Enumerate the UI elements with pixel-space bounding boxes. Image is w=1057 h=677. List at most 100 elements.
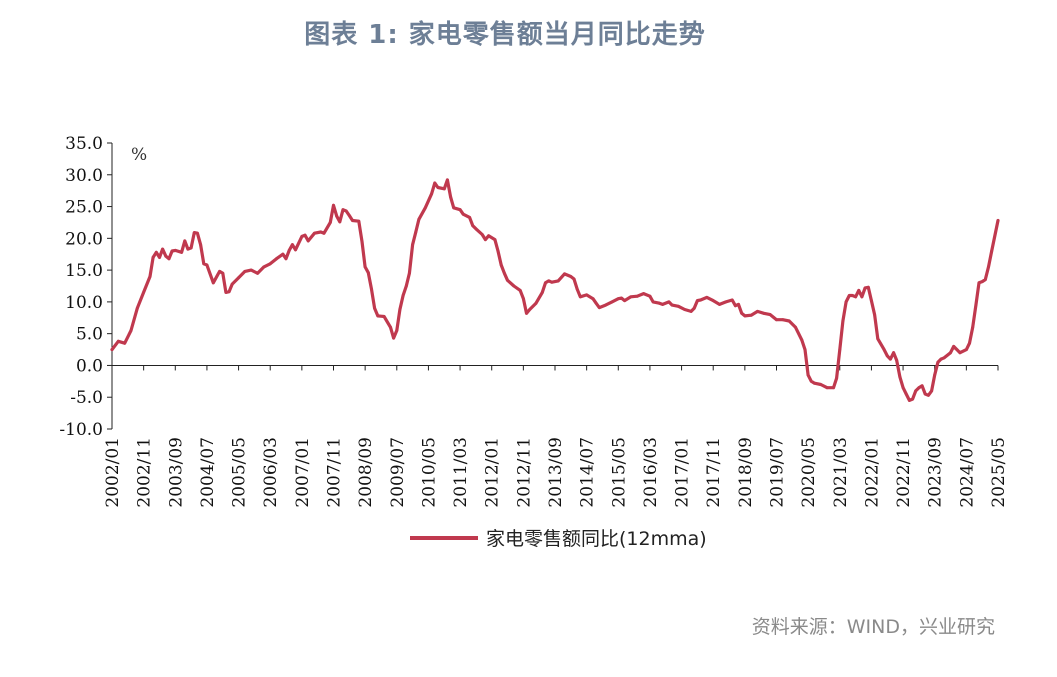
data-point <box>942 356 946 360</box>
data-point <box>202 262 206 266</box>
data-point <box>471 224 475 228</box>
data-point <box>642 292 645 295</box>
data-point <box>199 243 203 247</box>
data-point <box>256 271 259 275</box>
data-point <box>870 299 873 302</box>
data-point <box>436 186 440 189</box>
data-point <box>996 219 1000 222</box>
y-tick-label: 30.0 <box>65 166 103 186</box>
data-point <box>819 383 823 386</box>
data-point <box>749 313 753 317</box>
data-point <box>528 308 532 311</box>
data-point <box>230 282 234 286</box>
data-point <box>711 299 715 302</box>
data-point <box>800 338 804 342</box>
data-point <box>705 296 709 299</box>
data-point <box>809 379 813 383</box>
data-point <box>591 297 595 301</box>
data-point <box>651 300 655 304</box>
data-point <box>544 281 547 285</box>
data-point <box>661 303 664 306</box>
data-point <box>196 231 199 235</box>
data-point <box>506 278 509 282</box>
data-point <box>180 250 184 254</box>
x-tick-label: 2023/09 <box>926 437 946 508</box>
data-point <box>667 300 671 304</box>
data-point <box>382 315 386 318</box>
data-point <box>446 178 449 182</box>
legend: 家电零售额同比(12mma) <box>410 528 707 550</box>
data-point <box>990 249 994 253</box>
x-tick-label: 2010/05 <box>419 437 439 508</box>
data-point <box>249 268 253 272</box>
data-point <box>452 206 456 210</box>
x-tick-label: 2008/09 <box>356 437 376 508</box>
data-point <box>740 311 744 315</box>
data-point <box>743 314 747 318</box>
data-point <box>474 227 478 231</box>
x-tick-label: 2025/05 <box>989 437 1009 508</box>
data-point <box>503 271 506 275</box>
data-point <box>540 291 544 294</box>
data-point <box>322 231 326 235</box>
data-point <box>192 231 196 235</box>
data-point <box>284 257 288 261</box>
data-point <box>173 249 177 252</box>
data-point <box>771 315 775 319</box>
data-point <box>974 303 978 307</box>
x-tick-label: 2006/03 <box>261 437 281 508</box>
x-tick-label: 2002/01 <box>103 437 123 508</box>
data-point <box>569 275 573 278</box>
page-title: 图表 1: 家电零售额当月同比走势 <box>304 20 706 50</box>
data-point <box>300 235 304 238</box>
data-point <box>287 249 291 252</box>
data-point <box>357 219 361 223</box>
data-point <box>363 265 367 269</box>
data-point <box>398 308 402 311</box>
data-point <box>756 310 759 313</box>
data-point <box>556 279 560 283</box>
data-point <box>319 230 323 234</box>
data-point <box>335 214 339 218</box>
data-point <box>275 257 278 261</box>
data-point <box>635 294 639 298</box>
data-point <box>360 240 364 243</box>
data-point <box>575 287 579 291</box>
data-point <box>699 298 702 302</box>
data-point <box>841 319 845 323</box>
data-point <box>838 348 842 351</box>
data-point <box>442 187 446 191</box>
data-point <box>882 348 886 351</box>
data-point <box>154 250 158 254</box>
data-point <box>885 354 889 358</box>
data-point <box>170 249 174 253</box>
y-tick-label: 10.0 <box>65 293 103 313</box>
data-point <box>158 256 161 259</box>
data-point <box>977 281 981 285</box>
data-point <box>670 303 674 307</box>
data-point <box>186 247 190 251</box>
data-point <box>205 263 209 267</box>
data-point <box>658 301 661 305</box>
x-tick-label: 2022/01 <box>862 437 882 508</box>
data-point <box>914 389 918 393</box>
data-point <box>484 238 487 242</box>
data-point <box>597 306 601 309</box>
data-point <box>487 234 490 238</box>
data-point <box>730 298 734 302</box>
data-point <box>781 318 785 322</box>
data-point <box>857 289 861 292</box>
data-point <box>949 351 952 355</box>
data-point <box>971 325 975 329</box>
data-point <box>411 243 414 247</box>
x-tick-label: 2007/01 <box>293 437 313 508</box>
data-point <box>496 249 500 253</box>
data-point <box>629 295 633 299</box>
data-point <box>683 308 687 311</box>
legend-label: 家电零售额同比(12mma) <box>486 528 707 550</box>
data-point <box>218 270 222 273</box>
data-point <box>911 397 914 401</box>
data-point <box>395 329 399 332</box>
data-point <box>930 389 933 393</box>
data-point <box>499 263 503 267</box>
